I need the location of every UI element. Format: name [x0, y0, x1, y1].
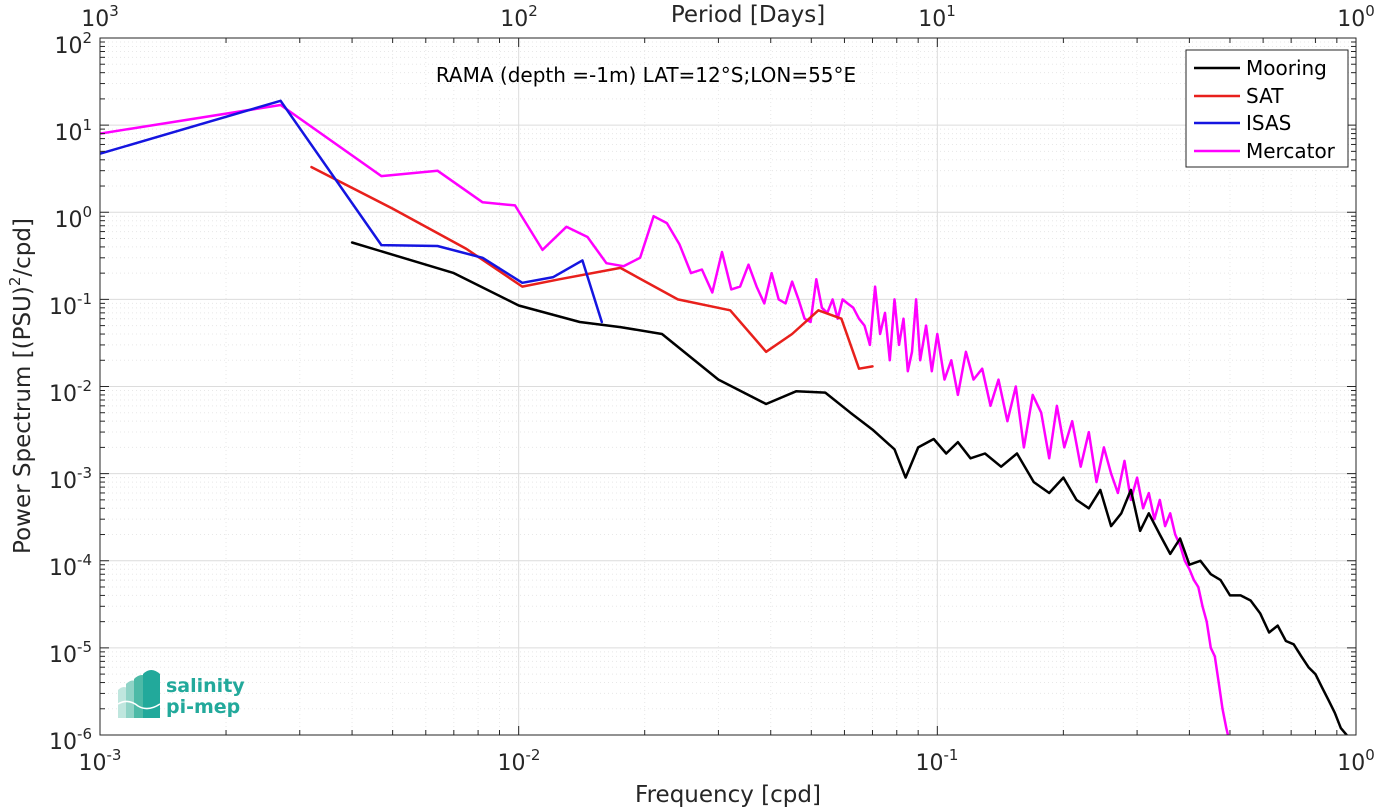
legend-label-sat: SAT: [1246, 84, 1284, 108]
y-tick-label: 10-3: [49, 464, 92, 494]
y-tick-label: 10-4: [49, 551, 92, 581]
x-tick-label: 10-1: [916, 746, 959, 776]
y-tick-label: 10-5: [49, 638, 92, 668]
series-layer: [100, 99, 1349, 735]
series-line-mercator: [100, 103, 1230, 735]
x2-tick-labels: 103 102 101 100: [81, 2, 1375, 32]
x2-axis-label: Period [Days]: [671, 2, 825, 28]
legend-label-isas: ISAS: [1246, 111, 1291, 135]
legend-label-mooring: Mooring: [1246, 56, 1327, 80]
x-tick-labels: 10-3 10-2 10-1 100: [79, 746, 1375, 776]
x-tick-label: 100: [1337, 746, 1375, 776]
logo-line2: pi-mep: [166, 696, 240, 718]
x2-tick-label: 102: [500, 2, 538, 32]
y-tick-labels: 102 101 100 10-1 10-2 10-3 10-4 10-5 10-…: [49, 29, 92, 755]
tick-marks: [99, 37, 1357, 736]
y-axis-label: Power Spectrum [(PSU)2/cpd]: [6, 218, 36, 554]
x2-tick-label: 101: [918, 2, 956, 32]
y-tick-label: 10-6: [49, 725, 92, 755]
logo-line1: salinity: [166, 675, 245, 697]
x-tick-label: 10-3: [79, 746, 122, 776]
y-tick-label: 100: [54, 203, 92, 233]
legend: Mooring SAT ISAS Mercator: [1185, 49, 1349, 168]
x-tick-label: 10-2: [498, 746, 541, 776]
legend-label-mercator: Mercator: [1246, 139, 1336, 163]
y-tick-label: 10-2: [49, 377, 92, 407]
logo-wave-icon: [117, 670, 161, 718]
y-tick-label: 10-1: [49, 290, 92, 320]
series-line-isas: [100, 99, 604, 324]
y-tick-label: 102: [54, 29, 92, 59]
series-line-mooring: [350, 241, 1349, 735]
x-axis-label: Frequency [cpd]: [635, 782, 821, 808]
chart-title: RAMA (depth =-1m) LAT=12°S;LON=55°E: [436, 63, 856, 87]
x2-tick-label: 103: [81, 2, 119, 32]
legend-box: [1185, 49, 1349, 168]
x2-tick-label: 100: [1337, 2, 1375, 32]
salinity-pi-mep-logo: salinity pi-mep: [117, 670, 245, 718]
y-tick-label: 101: [54, 116, 92, 146]
